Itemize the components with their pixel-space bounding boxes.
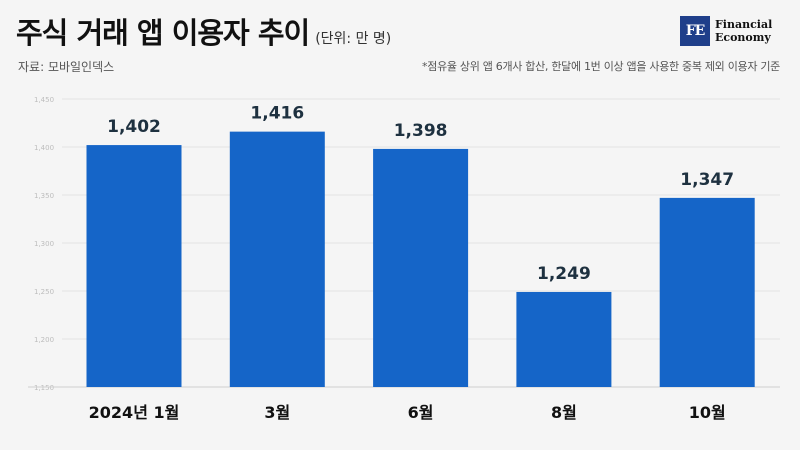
logo-mark-icon: FE	[680, 16, 710, 46]
bar	[86, 145, 182, 387]
bar	[373, 148, 469, 387]
chart-title: 주식 거래 앱 이용자 추이	[16, 16, 310, 50]
brand-logo: FE Financial Economy	[680, 16, 772, 46]
y-tick-label: 1,400	[34, 144, 54, 152]
data-label: 1,249	[537, 264, 591, 284]
logo-text: Financial Economy	[715, 18, 772, 44]
title-row: 주식 거래 앱 이용자 추이 (단위: 만 명)	[16, 10, 391, 52]
y-tick-label: 1,250	[34, 288, 54, 296]
bar	[229, 131, 325, 387]
source-label: 자료: 모바일인덱스	[18, 60, 115, 74]
logo-line-1: Financial	[715, 18, 773, 31]
data-label: 1,402	[107, 117, 161, 137]
footnote: *점유율 상위 앱 6개사 합산, 한달에 1번 이상 앱을 사용한 중복 제외…	[422, 60, 780, 73]
bar	[659, 197, 755, 387]
data-label: 1,398	[394, 121, 448, 141]
x-tick-label: 8월	[551, 403, 577, 422]
data-label: 1,416	[250, 104, 304, 124]
y-tick-label: 1,150	[34, 384, 54, 392]
x-tick-label: 6월	[408, 403, 434, 422]
unit-label: (단위: 만 명)	[315, 31, 392, 47]
bar	[516, 291, 612, 387]
x-tick-label: 3월	[264, 403, 290, 422]
y-tick-label: 1,200	[34, 336, 54, 344]
x-tick-label: 10월	[689, 403, 726, 422]
y-tick-label: 1,300	[34, 240, 54, 248]
y-tick-label: 1,450	[34, 96, 54, 104]
y-tick-label: 1,350	[34, 192, 54, 200]
data-label: 1,347	[680, 170, 734, 190]
logo-line-2: Economy	[715, 31, 771, 44]
x-tick-label: 2024년 1월	[89, 403, 180, 422]
